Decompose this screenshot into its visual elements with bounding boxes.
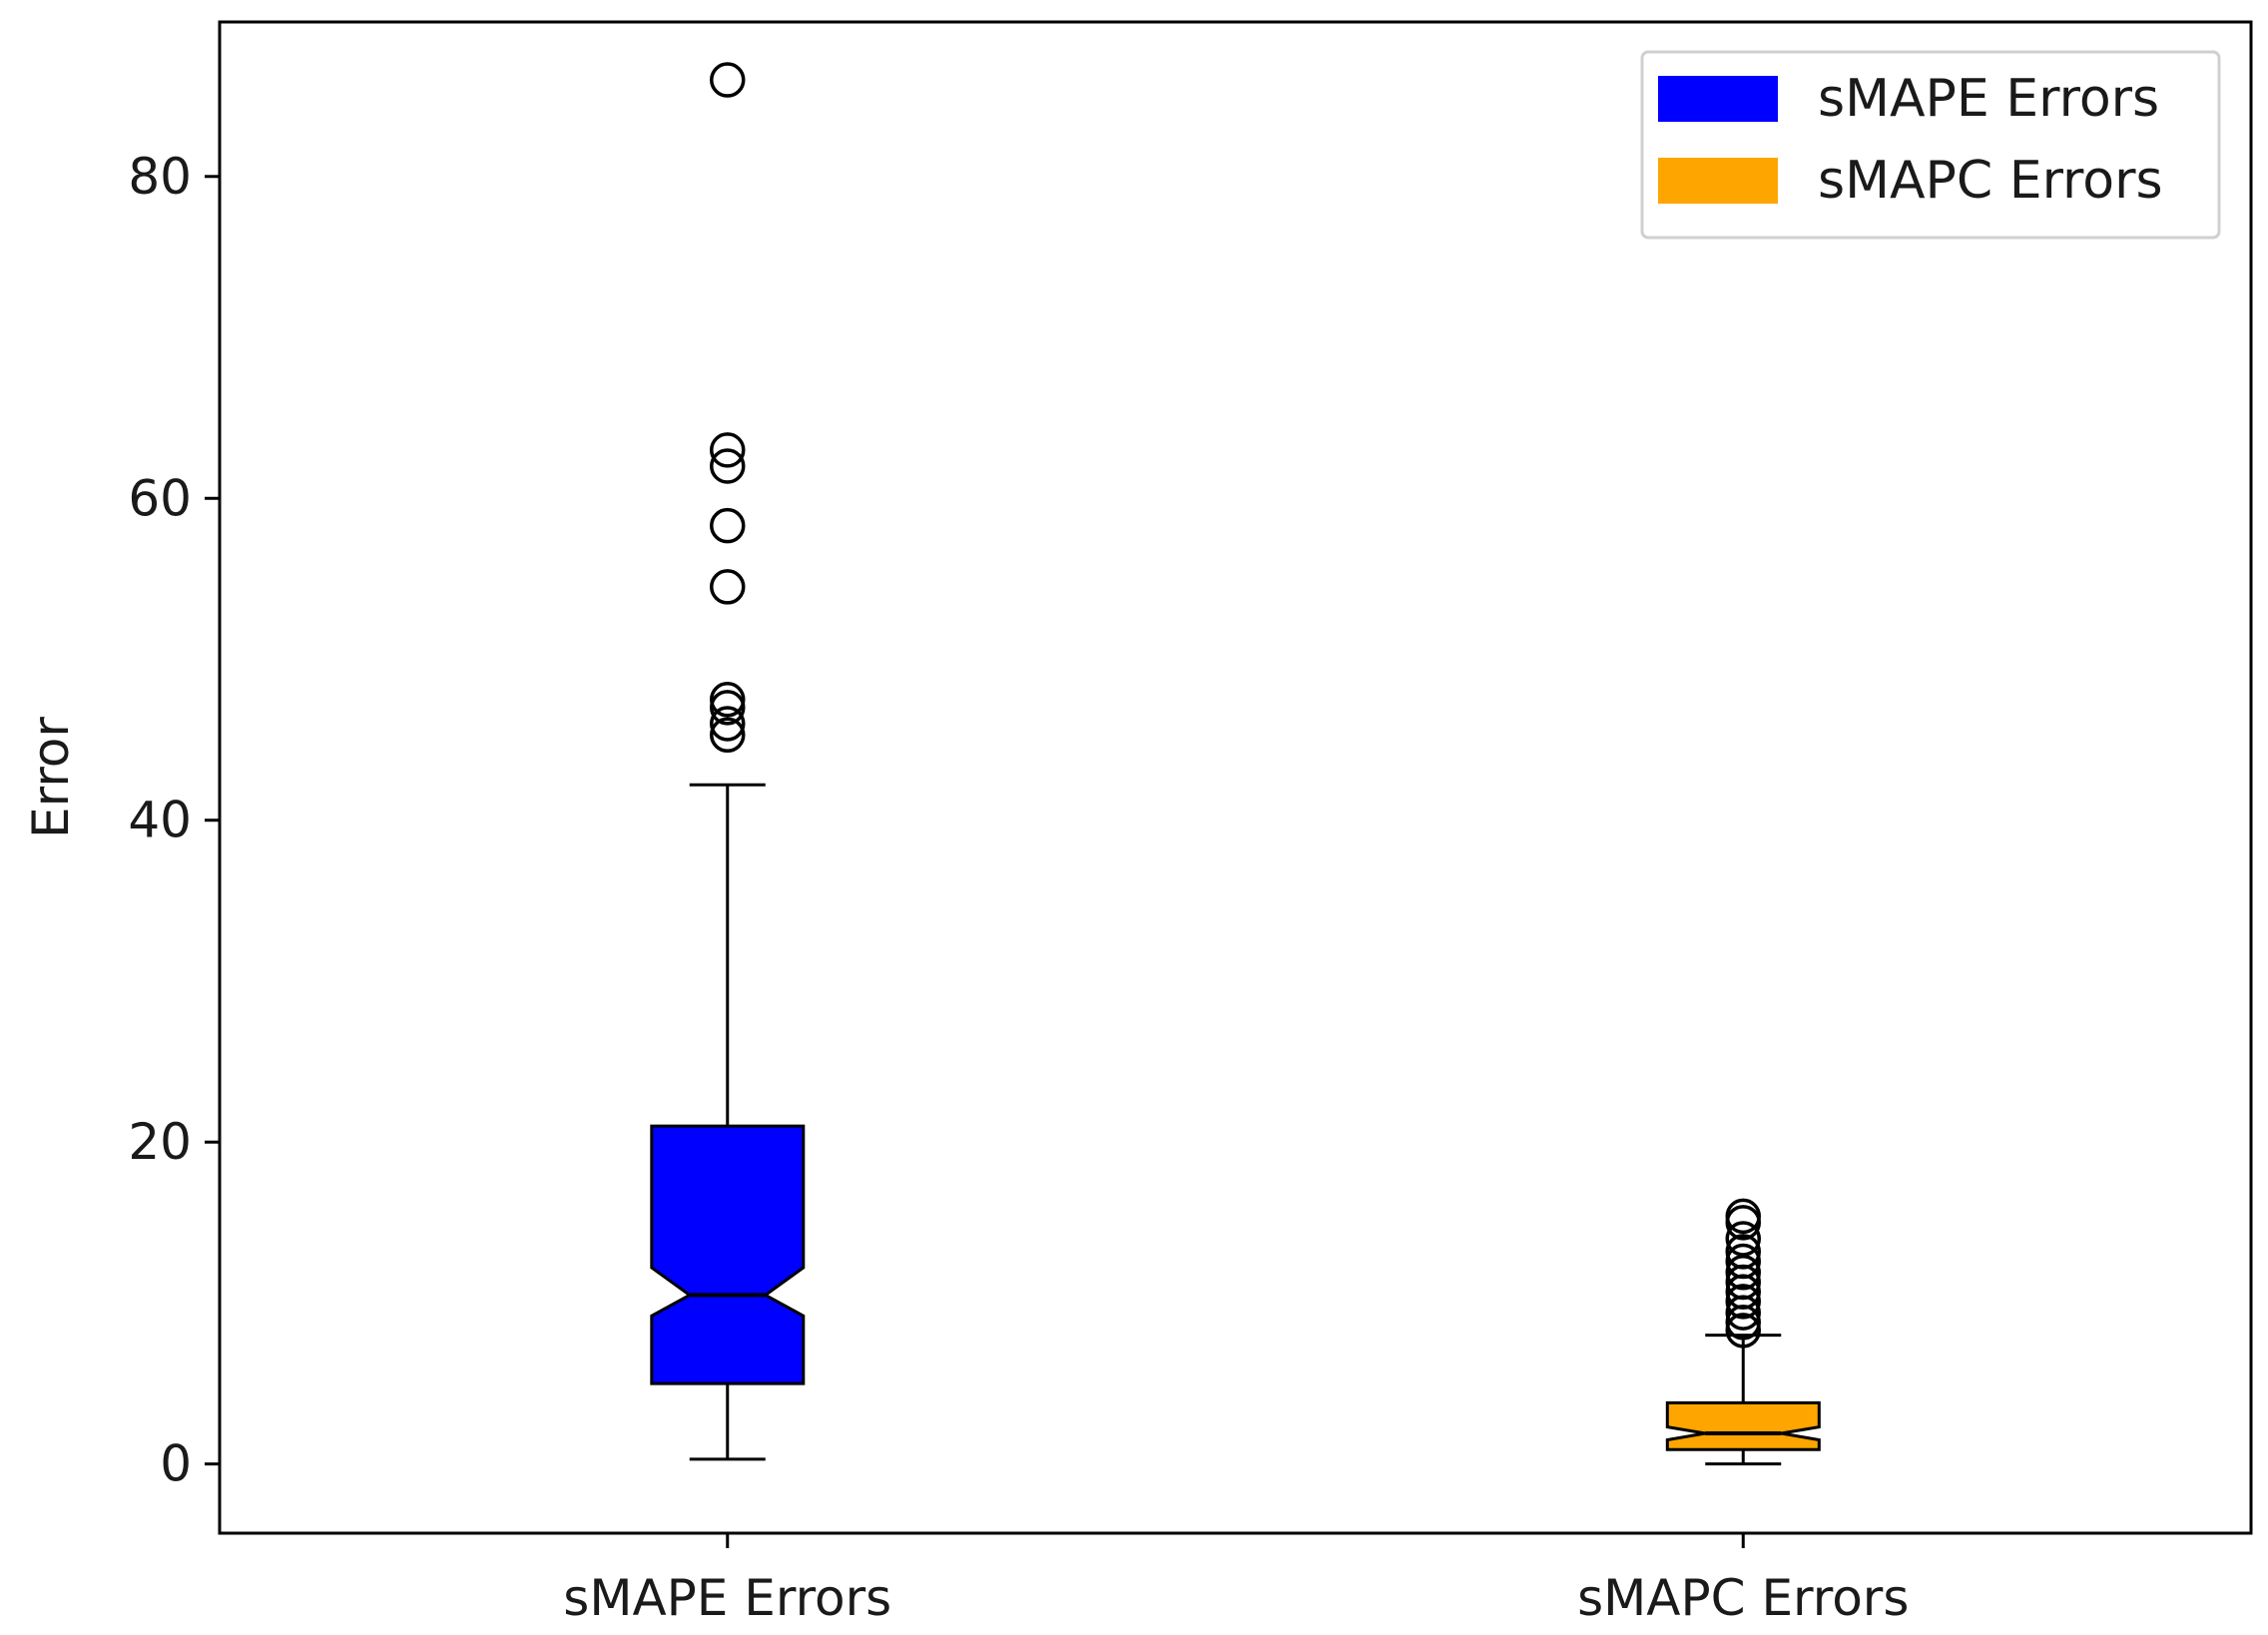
plot-frame [218,20,2253,1535]
outlier-point [1725,1221,1761,1257]
outlier-point [1725,1234,1761,1270]
y-tick-label: 40 [128,792,192,849]
outlier-point [710,62,746,98]
outlier-point [710,448,746,484]
outlier-point [710,682,746,718]
outlier-point [710,432,746,468]
legend: sMAPE Errors sMAPC Errors [1640,50,2221,240]
outliers-layer [710,62,1761,1349]
x-tick-label: sMAPE Errors [563,1569,891,1627]
boxes-layer [650,783,1821,1466]
legend-label-smapc: sMAPC Errors [1818,151,2163,211]
legend-label-smape: sMAPE Errors [1818,69,2159,129]
box [1665,1400,1821,1451]
outlier-point [1725,1198,1761,1235]
outlier-point [1725,1284,1761,1320]
outlier-point [1725,1313,1761,1349]
legend-frame [1640,50,2221,240]
legend-swatch-smape [1658,76,1778,122]
x-tick-label: sMAPC Errors [1577,1569,1909,1627]
legend-swatch-smapc [1658,158,1778,204]
x-axis: sMAPE Errors sMAPC Errors [563,1533,1909,1627]
outlier-point [1725,1243,1761,1280]
y-tick-label: 20 [128,1113,192,1171]
outlier-point [710,706,746,742]
outlier-point [710,507,746,544]
outlier-point [1725,1255,1761,1291]
y-tick-label: 60 [128,469,192,527]
y-axis: 0 20 40 60 80 [128,148,220,1493]
y-tick-label: 0 [160,1435,192,1493]
y-axis-label: Error [22,717,80,838]
outlier-point [710,690,746,726]
outlier-point [710,717,746,754]
outlier-point [710,569,746,605]
box [650,1124,806,1385]
y-tick-label: 80 [128,148,192,206]
